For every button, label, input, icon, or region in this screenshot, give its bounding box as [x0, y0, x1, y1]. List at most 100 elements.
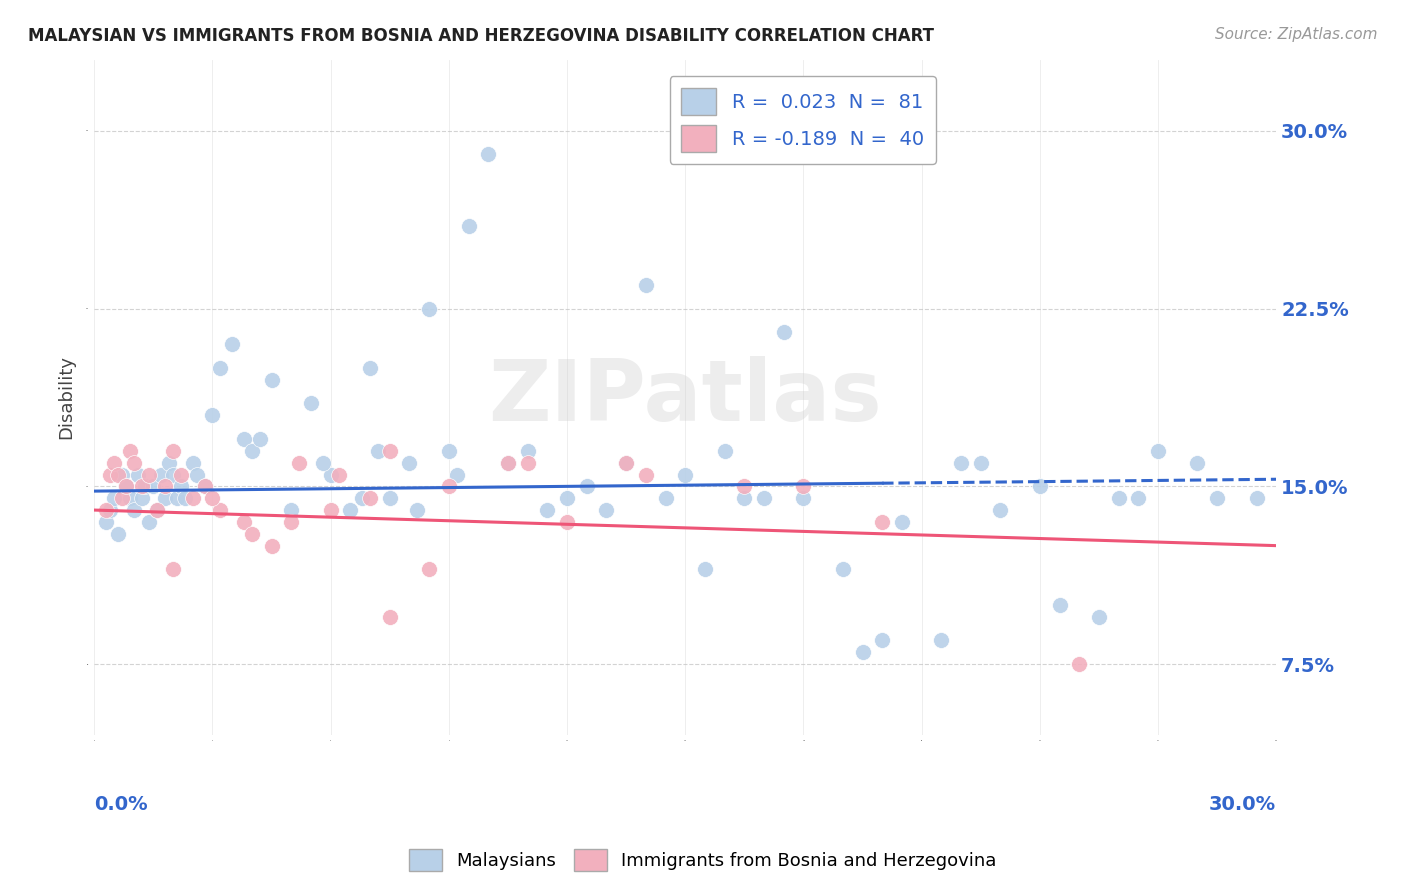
Point: [418, 562, 440, 576]
Point: [181, 456, 204, 470]
Point: [870, 515, 893, 529]
Point: [555, 515, 578, 529]
Point: [201, 491, 224, 506]
Point: [990, 503, 1012, 517]
Point: [201, 409, 224, 423]
Point: [150, 467, 173, 482]
Text: MALAYSIAN VS IMMIGRANTS FROM BOSNIA AND HERZEGOVINA DISABILITY CORRELATION CHART: MALAYSIAN VS IMMIGRANTS FROM BOSNIA AND …: [28, 27, 934, 45]
Point: [378, 609, 401, 624]
Text: Source: ZipAtlas.com: Source: ZipAtlas.com: [1215, 27, 1378, 42]
Point: [831, 562, 853, 576]
Point: [516, 443, 538, 458]
Point: [107, 526, 129, 541]
Point: [713, 443, 735, 458]
Point: [170, 467, 193, 482]
Point: [103, 456, 125, 470]
Point: [131, 479, 153, 493]
Point: [367, 443, 389, 458]
Point: [477, 147, 499, 161]
Point: [673, 467, 696, 482]
Point: [174, 491, 197, 506]
Point: [931, 633, 953, 648]
Point: [752, 491, 775, 506]
Point: [299, 396, 322, 410]
Point: [1147, 443, 1170, 458]
Point: [851, 645, 873, 659]
Legend: R =  0.023  N =  81, R = -0.189  N =  40: R = 0.023 N = 81, R = -0.189 N = 40: [669, 76, 935, 164]
Point: [94, 515, 117, 529]
Point: [312, 456, 335, 470]
Point: [772, 325, 794, 339]
Point: [153, 479, 176, 493]
Point: [319, 467, 342, 482]
Point: [437, 443, 460, 458]
Point: [496, 456, 519, 470]
Point: [870, 633, 893, 648]
Point: [654, 491, 676, 506]
Point: [378, 491, 401, 506]
Point: [209, 503, 232, 517]
Point: [181, 491, 204, 506]
Point: [162, 467, 184, 482]
Point: [138, 467, 160, 482]
Point: [131, 491, 153, 506]
Point: [240, 526, 263, 541]
Point: [406, 503, 429, 517]
Point: [98, 467, 121, 482]
Point: [634, 467, 657, 482]
Point: [194, 479, 217, 493]
Point: [437, 479, 460, 493]
Point: [1049, 598, 1071, 612]
Point: [122, 503, 145, 517]
Point: [950, 456, 973, 470]
Point: [186, 467, 208, 482]
Point: [233, 515, 256, 529]
Point: [280, 503, 302, 517]
Point: [575, 479, 598, 493]
Point: [233, 432, 256, 446]
Point: [118, 443, 141, 458]
Point: [398, 456, 420, 470]
Point: [288, 456, 311, 470]
Point: [1069, 657, 1091, 672]
Point: [280, 515, 302, 529]
Point: [614, 456, 637, 470]
Point: [122, 456, 145, 470]
Point: [792, 479, 814, 493]
Point: [1108, 491, 1130, 506]
Point: [418, 301, 440, 316]
Point: [1246, 491, 1268, 506]
Point: [792, 491, 814, 506]
Point: [114, 479, 136, 493]
Point: [94, 503, 117, 517]
Point: [359, 491, 381, 506]
Text: 0.0%: 0.0%: [94, 795, 148, 814]
Point: [1128, 491, 1150, 506]
Point: [166, 491, 188, 506]
Point: [378, 443, 401, 458]
Point: [516, 456, 538, 470]
Y-axis label: Disability: Disability: [58, 355, 75, 440]
Point: [536, 503, 558, 517]
Point: [446, 467, 468, 482]
Point: [111, 467, 134, 482]
Point: [260, 373, 283, 387]
Point: [103, 491, 125, 506]
Point: [1029, 479, 1052, 493]
Point: [138, 515, 160, 529]
Point: [240, 443, 263, 458]
Legend: Malaysians, Immigrants from Bosnia and Herzegovina: Malaysians, Immigrants from Bosnia and H…: [402, 842, 1004, 879]
Point: [146, 503, 169, 517]
Point: [733, 491, 755, 506]
Point: [693, 562, 716, 576]
Point: [127, 467, 149, 482]
Text: 30.0%: 30.0%: [1209, 795, 1277, 814]
Point: [1088, 609, 1111, 624]
Point: [555, 491, 578, 506]
Point: [634, 277, 657, 292]
Point: [157, 456, 180, 470]
Point: [209, 360, 232, 375]
Point: [249, 432, 271, 446]
Point: [319, 503, 342, 517]
Point: [970, 456, 993, 470]
